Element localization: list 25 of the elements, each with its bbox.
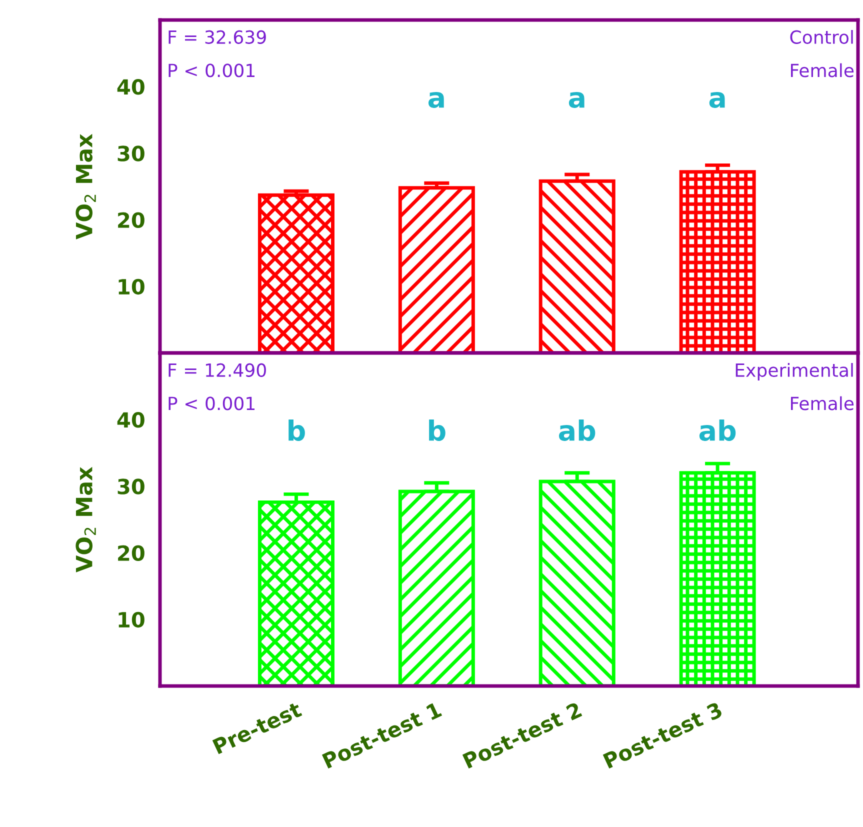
y-tick-label: 20 — [118, 212, 144, 228]
annotation: a — [709, 92, 725, 108]
annotation: Experimental — [736, 362, 853, 380]
annotation: F = 32.639 — [168, 30, 266, 44]
y-tick-label: 10 — [118, 278, 144, 295]
annotation: Female — [791, 396, 854, 410]
annotation: b — [429, 419, 446, 441]
annotation: ab — [558, 419, 596, 441]
y-tick-label: 30 — [118, 146, 144, 162]
annotation: Female — [791, 63, 854, 78]
annotation: P < 0.001 — [168, 64, 254, 78]
annotation: F = 12.490 — [168, 363, 266, 377]
annotation: ab — [699, 419, 736, 441]
annotation: b — [288, 419, 305, 441]
annotation: P < 0.001 — [168, 396, 254, 410]
y-axis-title: VO$_{2}$ Max — [76, 134, 96, 240]
y-tick-label: 40 — [117, 412, 144, 428]
y-tick-label: 40 — [117, 79, 144, 95]
y-tick-label: 10 — [118, 612, 144, 628]
annotation: a — [428, 92, 444, 108]
y-tick-label: 30 — [118, 478, 144, 494]
y-tick-label: 20 — [118, 545, 144, 562]
annotation: a — [568, 92, 584, 108]
annotation: Control — [790, 30, 853, 44]
y-axis-title: VO$_{2}$ Max — [76, 466, 96, 572]
